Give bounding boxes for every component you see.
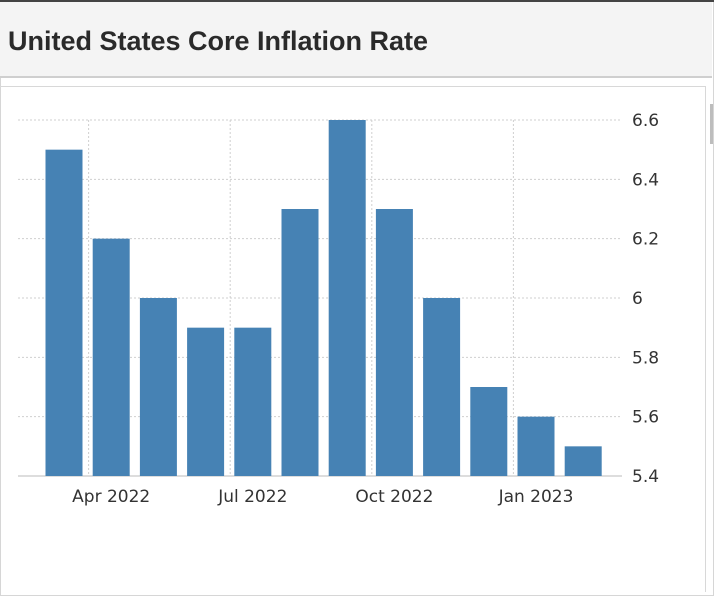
bar-nov-2022[interactable] (423, 298, 461, 476)
bar-feb-2023[interactable] (564, 446, 602, 476)
bar-mar-2022[interactable] (45, 149, 83, 476)
chart-panel (0, 86, 706, 592)
y-tick-label: 5.6 (632, 408, 659, 428)
bar-jun-2022[interactable] (187, 327, 225, 476)
y-tick-label: 6.4 (632, 170, 659, 190)
chart-header: United States Core Inflation Rate (0, 2, 712, 78)
bar-aug-2022[interactable] (281, 209, 319, 476)
x-tick-label: Jul 2022 (217, 487, 287, 507)
y-axis-ticks: 6.6 6.4 6.2 6 5.8 5.6 5.4 (632, 111, 659, 487)
bar-apr-2022[interactable] (92, 238, 130, 476)
scrollbar-edge (710, 104, 713, 144)
bar-dec-2022[interactable] (470, 387, 508, 476)
bar-jul-2022[interactable] (234, 327, 272, 476)
y-tick-label: 6.6 (632, 111, 659, 131)
y-tick-label: 6 (632, 289, 643, 309)
top-border (0, 0, 714, 2)
y-tick-label: 5.4 (632, 467, 659, 487)
chart-title: United States Core Inflation Rate (8, 26, 429, 56)
bar-sep-2022[interactable] (328, 120, 366, 476)
x-tick-label: Jan 2023 (498, 487, 574, 507)
bar-may-2022[interactable] (139, 298, 177, 476)
x-axis-ticks: Apr 2022 Jul 2022 Oct 2022 Jan 2023 (72, 487, 573, 507)
x-tick-label: Apr 2022 (72, 487, 150, 507)
bar-oct-2022[interactable] (375, 209, 413, 476)
bar-jan-2023[interactable] (517, 416, 555, 476)
bars (45, 120, 602, 476)
x-tick-label: Oct 2022 (355, 487, 433, 507)
y-tick-label: 6.2 (632, 230, 659, 250)
y-tick-label: 5.8 (632, 348, 659, 368)
